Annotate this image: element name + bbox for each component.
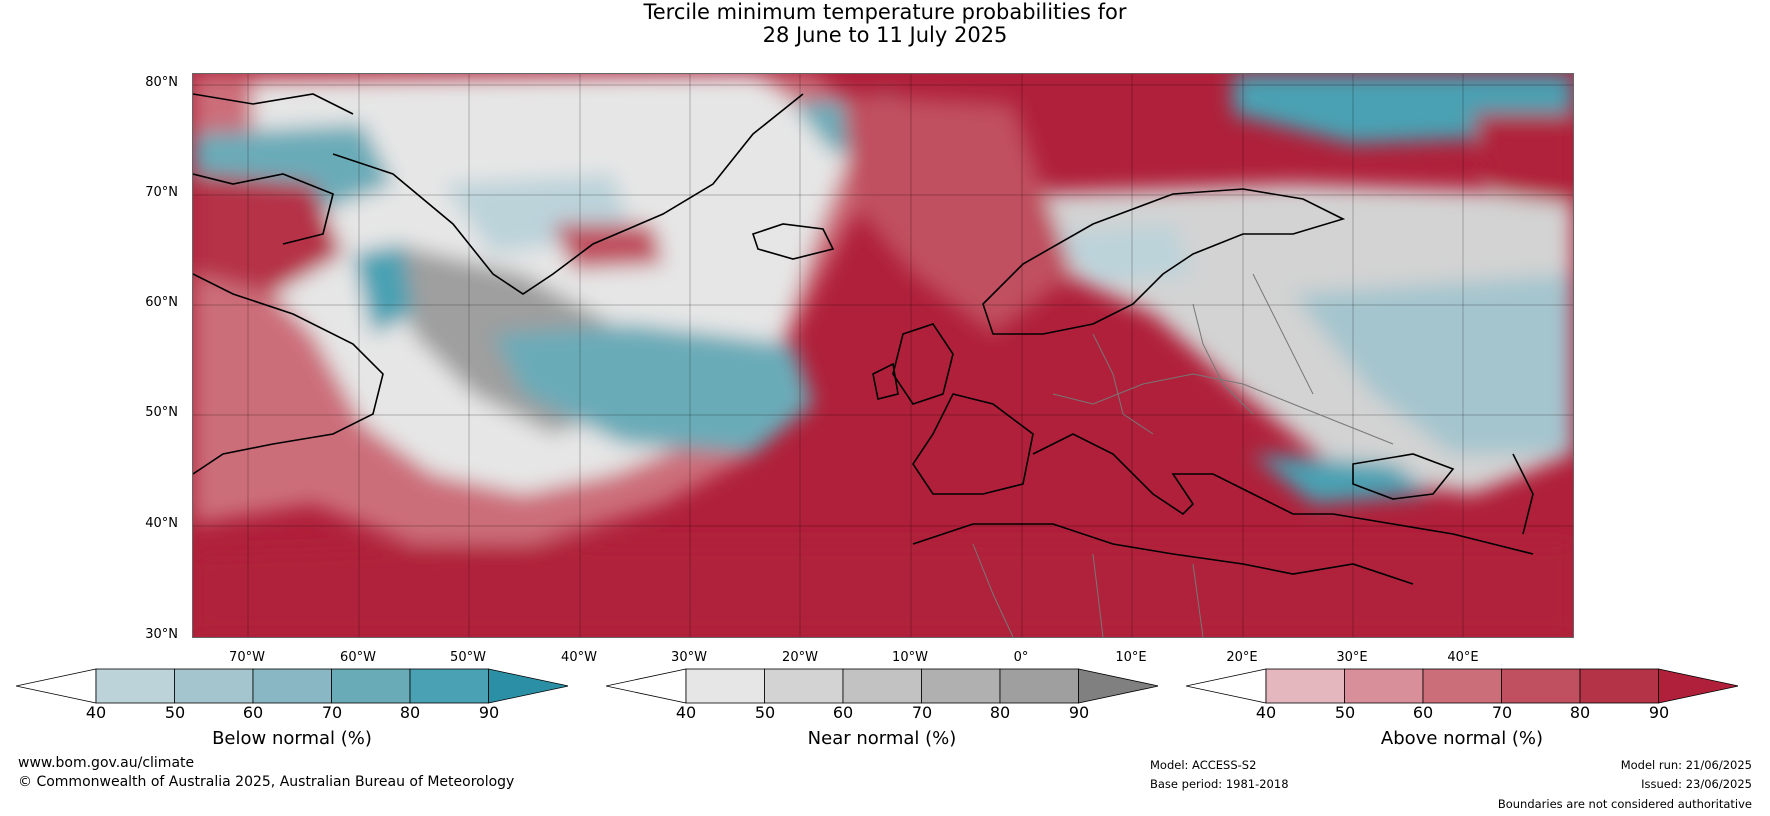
colorbar-segment [1344,668,1424,704]
cb-below-tick-40: 40 [85,703,107,722]
colorbar-segment [999,668,1079,704]
lon-label-40w: 40°W [561,650,597,665]
map-canvas [193,74,1573,637]
caspian-coast [1512,453,1534,535]
footer-model: Model: ACCESS-S2 [1150,758,1257,772]
colorbar-underflow-triangle [606,668,687,704]
colorbar-segment [409,668,489,704]
region-red-norwegian-sea [843,94,1073,334]
region-blue-russia [1293,274,1573,454]
region-blue-black-sea [1253,454,1433,504]
lon-label-20w: 20°W [782,650,818,665]
cb-near-tick-70: 70 [911,703,933,722]
colorbar-underflow-triangle [16,668,97,704]
cb-below-tick-80: 80 [399,703,421,722]
region-red-south-greenland [553,224,663,269]
cb-above-tick-80: 80 [1569,703,1591,722]
cb-near-tick-40: 40 [675,703,697,722]
colorbar-underflow-triangle [1186,668,1267,704]
lon-label-10e: 10°E [1115,650,1147,665]
iceland-coast [751,223,835,260]
lon-label-10w: 10°W [892,650,928,665]
lat-label-40n: 40°N [145,516,178,531]
lat-label-80n: 80°N [145,75,178,90]
lon-label-30e: 30°E [1336,650,1368,665]
cb-near-tick-60: 60 [832,703,854,722]
colorbar-segment [685,668,765,704]
cb-near-tick-80: 80 [989,703,1011,722]
colorbar-segment [1422,668,1502,704]
lon-label-20e: 20°E [1226,650,1258,665]
footer-issued: Issued: 23/06/2025 [1641,777,1752,791]
coastlines [193,93,1534,585]
lon-label-0: 0° [1013,650,1029,665]
colorbar-segment [95,668,175,704]
region-blue-scandinavia [1053,224,1193,284]
colorbar-segment [1579,668,1659,704]
colorbar-segment [1265,668,1345,704]
colorbar-overflow-triangle [1658,668,1738,704]
map-title-line2: 28 June to 11 July 2025 [762,23,1008,47]
colorbar-segment [252,668,332,704]
cb-above-tick-50: 50 [1334,703,1356,722]
lon-label-30w: 30°W [671,650,707,665]
colorbar-segment [1501,668,1581,704]
region-blue-atlantic [493,324,813,454]
graticule [193,74,1573,637]
cb-above-tick-90: 90 [1648,703,1670,722]
colorbar-segment [764,668,844,704]
colorbar-segment [174,668,254,704]
cb-above-tick-40: 40 [1255,703,1277,722]
lat-label-50n: 50°N [145,405,178,420]
north-africa-coast [912,523,1414,585]
lat-label-70n: 70°N [145,185,178,200]
cb-below-tick-60: 60 [242,703,264,722]
cb-above-tick-70: 70 [1491,703,1513,722]
canada-coast [193,93,384,475]
cb-below-tick-50: 50 [164,703,186,722]
colorbar-below-normal [16,668,568,704]
colorbar-overflow-triangle [1078,668,1158,704]
lat-label-30n: 30°N [145,627,178,642]
cb-above-tick-60: 60 [1412,703,1434,722]
colorbar-near-normal [606,668,1158,704]
colorbar-segment [921,668,1001,704]
colorbar-segment [331,668,411,704]
colorbar-below-label: Below normal (%) [212,728,372,749]
region-red-arctic-canada [193,174,343,294]
footer-base-period: Base period: 1981-2018 [1150,777,1289,791]
cb-below-tick-70: 70 [321,703,343,722]
cb-near-tick-50: 50 [754,703,776,722]
footer-copyright: © Commonwealth of Australia 2025, Austra… [18,774,515,790]
footer-model-run: Model run: 21/06/2025 [1620,758,1752,772]
cb-near-tick-90: 90 [1068,703,1090,722]
colorbar-overflow-triangle [488,668,568,704]
iberia-coast [912,393,1034,495]
national-borders [972,273,1394,637]
cb-below-tick-90: 90 [478,703,500,722]
region-blue-hudson [353,244,413,334]
region-red-south [193,544,1573,637]
footer-url: www.bom.gov.au/climate [18,755,195,771]
colorbar-near-label: Near normal (%) [807,728,957,749]
probability-map [192,73,1574,638]
colorbar-above-normal [1186,668,1738,704]
lon-label-70w: 70°W [229,650,265,665]
lon-label-40e: 40°E [1447,650,1479,665]
lon-label-60w: 60°W [340,650,376,665]
colorbar-segment [842,668,922,704]
region-red-barents [1473,114,1573,204]
lat-label-60n: 60°N [145,295,178,310]
lon-label-50w: 50°W [450,650,486,665]
scandinavia-coast [982,188,1346,335]
greenland-coast [332,93,804,295]
map-title-line1: Tercile minimum temperature probabilitie… [643,0,1127,24]
british-isles-coast [872,323,954,405]
colorbar-above-label: Above normal (%) [1380,728,1544,749]
footer-disclaimer: Boundaries are not considered authoritat… [1497,797,1752,811]
black-sea-coast [1352,453,1455,500]
mediterranean-north-coast [1032,433,1534,555]
